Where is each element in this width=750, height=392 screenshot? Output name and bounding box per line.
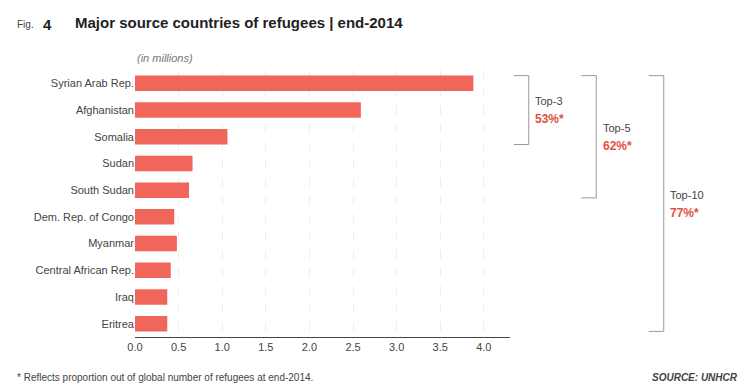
svg-text:77%*: 77%* [670, 206, 699, 220]
svg-text:0.5: 0.5 [171, 341, 186, 353]
svg-text:Syrian Arab Rep.: Syrian Arab Rep. [51, 77, 134, 89]
svg-text:53%*: 53%* [535, 112, 564, 126]
svg-text:2.0: 2.0 [302, 341, 317, 353]
svg-text:Top-3: Top-3 [535, 95, 563, 107]
svg-text:Eritrea: Eritrea [102, 318, 135, 330]
svg-text:3.5: 3.5 [433, 341, 448, 353]
svg-text:3.0: 3.0 [389, 341, 404, 353]
svg-text:Iraq: Iraq [115, 291, 134, 303]
svg-text:Top-5: Top-5 [603, 122, 631, 134]
svg-text:Afghanistan: Afghanistan [76, 104, 134, 116]
svg-text:1.0: 1.0 [215, 341, 230, 353]
svg-text:Somalia: Somalia [94, 131, 135, 143]
svg-text:Myanmar: Myanmar [88, 237, 134, 249]
svg-text:(in millions): (in millions) [137, 52, 193, 64]
svg-text:Top-10: Top-10 [670, 189, 704, 201]
svg-text:* Reflects proportion out of g: * Reflects proportion out of global numb… [17, 372, 313, 383]
svg-text:0.0: 0.0 [127, 341, 142, 353]
svg-text:4: 4 [43, 16, 52, 33]
svg-text:2.5: 2.5 [345, 341, 360, 353]
svg-text:Major source countries of refu: Major source countries of refugees | end… [75, 14, 403, 31]
svg-text:Sudan: Sudan [102, 157, 134, 169]
svg-text:South Sudan: South Sudan [70, 184, 134, 196]
svg-text:SOURCE: UNHCR: SOURCE: UNHCR [652, 372, 738, 383]
svg-text:Fig.: Fig. [17, 19, 34, 30]
svg-text:1.5: 1.5 [258, 341, 273, 353]
svg-text:62%*: 62%* [603, 139, 632, 153]
svg-text:Central African Rep.: Central African Rep. [36, 264, 134, 276]
svg-text:Dem. Rep. of Congo: Dem. Rep. of Congo [34, 211, 134, 223]
svg-text:4.0: 4.0 [476, 341, 491, 353]
